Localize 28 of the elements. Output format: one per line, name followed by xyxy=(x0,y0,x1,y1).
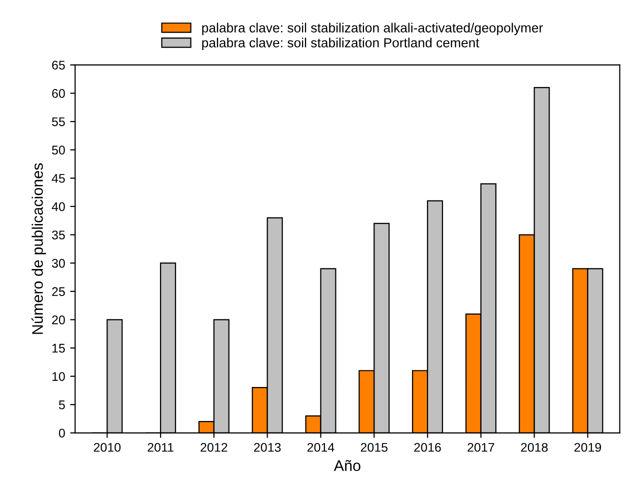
y-tick-label: 65 xyxy=(52,60,65,70)
y-tick-label: 20 xyxy=(52,315,65,324)
y-axis-title: Número de publicaciones xyxy=(32,163,46,334)
y-tick-label: 50 xyxy=(52,146,65,154)
y-tick-label: 55 xyxy=(52,117,65,126)
y-tick-label: 15 xyxy=(52,344,65,353)
x-tick-label: 2011 xyxy=(148,442,174,452)
y-tick-label: 10 xyxy=(52,372,65,381)
y-tick-label: 40 xyxy=(52,202,65,212)
y-tick-label: 0 xyxy=(58,428,65,438)
x-tick-label: 2016 xyxy=(414,442,441,452)
x-tick-label: 2019 xyxy=(574,442,602,452)
y-tick-label: 60 xyxy=(52,89,65,98)
y-tick-label: 35 xyxy=(52,230,65,240)
y-tick-label: 30 xyxy=(52,258,65,268)
y-tick-label: 25 xyxy=(52,287,65,296)
legend-label: palabra clave: soil stabilization Portland cement xyxy=(202,38,480,50)
x-tick-label: 2010 xyxy=(94,442,121,452)
x-tick-label: 2018 xyxy=(521,442,548,452)
x-tick-label: 2012 xyxy=(200,442,228,452)
x-tick-label: 2013 xyxy=(254,442,281,452)
y-tick-label: 5 xyxy=(58,400,65,410)
y-tick-label: 45 xyxy=(52,174,65,183)
x-tick-label: 2014 xyxy=(307,442,334,452)
x-tick-label: 2017 xyxy=(468,442,494,452)
x-tick-label: 2015 xyxy=(360,442,388,452)
x-axis-title: Año xyxy=(334,460,360,472)
legend-label: palabra clave: soil stabilization alkali-activated/geopolymer xyxy=(202,22,543,36)
